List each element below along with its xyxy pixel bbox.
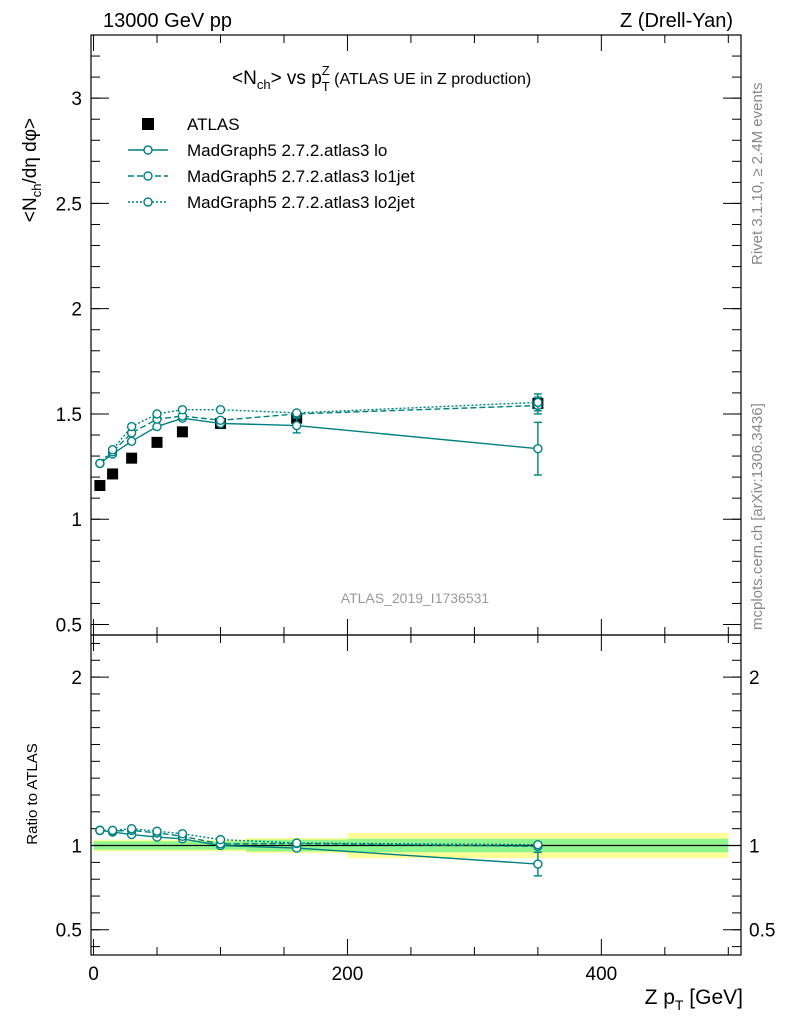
ratio-plot: 0.5 0.5 1 1 2 2 0 200 400 <box>56 634 775 985</box>
ratio-series-line-2 <box>99 827 538 846</box>
ratio-ytick-label: 0.5 <box>56 921 82 942</box>
ratio-series-point-0 <box>533 859 543 869</box>
ratio-y-label: Ratio to ATLAS <box>24 743 41 844</box>
legend-label-atlas: ATLAS <box>187 115 240 134</box>
ratio-series-point-2 <box>152 826 162 836</box>
legend: ATLAS MadGraph5 2.7.2.atlas3 lo MadGraph5 … <box>128 115 415 212</box>
main-series-point-2 <box>107 445 118 455</box>
main-y-label: <Nch/dη dφ> <box>20 118 44 222</box>
chart-title: <Nch> vs pTZ (ATLAS UE in Z production) <box>232 63 531 94</box>
ratio-series-point-2 <box>126 823 137 834</box>
ratio-series-point-2 <box>177 829 188 839</box>
xtick-label: 400 <box>586 964 618 985</box>
header-right: Z (Drell-Yan) <box>620 10 733 32</box>
ratio-series-point-2 <box>95 825 105 836</box>
main-series-line-2 <box>99 401 538 464</box>
main-series-point-2 <box>177 405 188 415</box>
ratio-ytick-label: 1 <box>71 837 82 858</box>
main-series-point-0 <box>126 436 137 447</box>
ratio-series-point-2 <box>215 834 226 845</box>
main-series-point-1 <box>215 415 226 425</box>
atlas-data-point <box>151 436 163 448</box>
main-ytick-label: 3 <box>71 89 82 110</box>
ratio-series-point-2 <box>533 839 543 850</box>
legend-marker-0 <box>143 145 153 155</box>
main-ytick-label: 0.5 <box>56 615 82 636</box>
atlas-data-point <box>107 468 119 480</box>
ratio-ytick-label-right: 1 <box>749 837 760 858</box>
ratio-series-line-1 <box>99 829 538 848</box>
atlas-data-point <box>126 452 138 464</box>
legend-label-1: MadGraph5 2.7.2.atlas3 lo1jet <box>187 167 415 186</box>
analysis-watermark: ATLAS_2019_I1736531 <box>341 590 490 606</box>
main-ytick-label: 2.5 <box>56 194 82 215</box>
xtick-label: 0 <box>88 964 99 985</box>
main-series-line-1 <box>99 404 538 464</box>
main-ytick-label: 1.5 <box>56 405 82 426</box>
ratio-ytick-label-right: 0.5 <box>749 921 775 942</box>
ratio-series-point-2 <box>107 825 118 836</box>
main-series-point-2 <box>215 405 226 415</box>
main-series-point-0 <box>291 420 302 431</box>
legend-marker-1 <box>143 171 153 181</box>
main-plot: 0.5 1 1.5 2 2.5 3 <box>56 34 742 636</box>
ratio-ytick-label-right: 2 <box>749 668 760 689</box>
main-series-point-2 <box>533 397 543 408</box>
legend-marker-atlas <box>142 118 154 130</box>
main-series-point-2 <box>95 458 105 469</box>
main-series-line-0 <box>99 417 538 464</box>
mcplots-label: mcplots.cern.ch [arXiv:1306.3436] <box>749 403 766 630</box>
atlas-data-point <box>94 480 106 492</box>
legend-label-0: MadGraph5 2.7.2.atlas3 lo <box>187 141 387 160</box>
main-series-point-2 <box>126 421 137 432</box>
ratio-series-point-2 <box>291 838 302 848</box>
rivet-label: Rivet 3.1.10, ≥ 2.4M events <box>749 83 766 266</box>
header-left: 13000 GeV pp <box>103 10 232 32</box>
xtick-label: 200 <box>332 964 364 985</box>
legend-marker-2 <box>143 197 153 207</box>
main-series-point-2 <box>291 408 302 418</box>
main-ytick-label: 2 <box>71 300 82 321</box>
atlas-data-point <box>176 426 188 438</box>
x-axis-label: Z pT [GeV] <box>645 986 743 1013</box>
legend-label-2: MadGraph5 2.7.2.atlas3 lo2jet <box>187 193 415 212</box>
main-series-point-0 <box>533 443 543 454</box>
ratio-plot-frame <box>90 634 742 956</box>
main-series-point-2 <box>152 409 162 419</box>
ratio-ytick-label: 2 <box>71 668 82 689</box>
main-ytick-label: 1 <box>71 510 82 531</box>
